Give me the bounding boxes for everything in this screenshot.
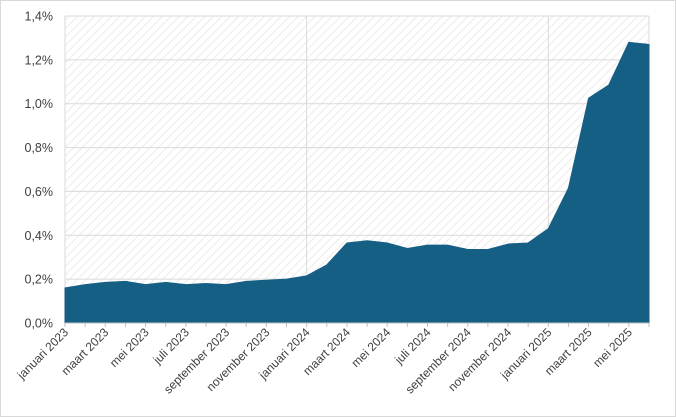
x-tick-label: januari 2023 bbox=[14, 325, 72, 383]
y-axis-tick-labels: 0,0% 0,2% 0,4% 0,6% 0,8% 1,0% 1,2% 1,4% bbox=[25, 10, 54, 331]
x-tick-label: mei 2024 bbox=[349, 325, 394, 370]
y-tick-label: 0,2% bbox=[25, 273, 54, 287]
y-tick-label: 1,4% bbox=[25, 10, 54, 24]
x-tick-label: mei 2025 bbox=[590, 325, 635, 370]
x-tick-label: mei 2023 bbox=[107, 325, 152, 370]
y-tick-label: 0,0% bbox=[25, 317, 54, 331]
y-tick-label: 1,2% bbox=[25, 53, 54, 67]
axes bbox=[64, 322, 650, 327]
series-layer bbox=[64, 41, 650, 324]
series-area bbox=[64, 41, 650, 324]
y-tick-label: 0,8% bbox=[25, 141, 54, 155]
y-tick-label: 0,6% bbox=[25, 185, 54, 199]
y-tick-label: 1,0% bbox=[25, 97, 54, 111]
y-tick-label: 0,4% bbox=[25, 229, 54, 243]
